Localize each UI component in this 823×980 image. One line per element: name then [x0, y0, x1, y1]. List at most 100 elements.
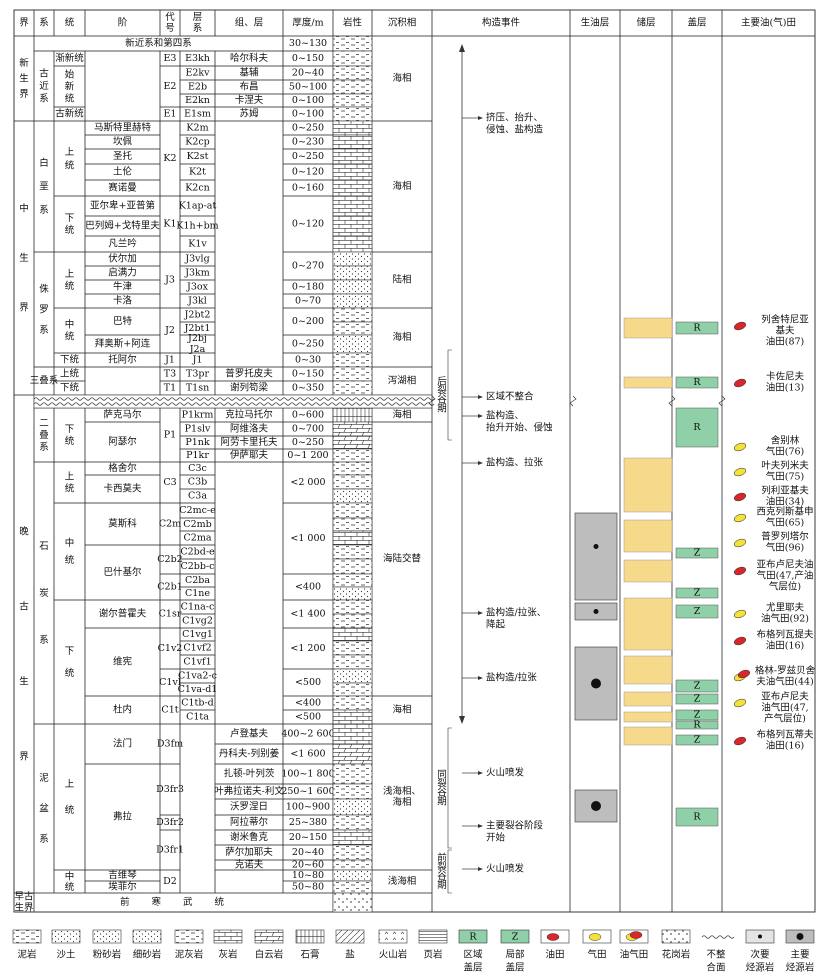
- lithology: [332, 50, 373, 67]
- legend-label: 合面: [706, 962, 725, 974]
- legend-label: 盖层: [463, 962, 482, 974]
- event-label: 侵蚀、盐构造: [486, 124, 544, 136]
- reservoir: [623, 519, 673, 553]
- facies-cell: 海相: [392, 409, 411, 421]
- lithology: [332, 215, 373, 237]
- source-rock-dot: [591, 678, 601, 689]
- lithology: [332, 321, 373, 336]
- legend-swatch: [335, 929, 365, 944]
- layer-cell: T3pr: [186, 369, 209, 380]
- stage-cell: 土伦: [113, 166, 133, 178]
- lithology: [332, 474, 373, 490]
- field-label: 油田(16): [766, 640, 805, 652]
- base-unit: 前寒武统: [120, 896, 246, 908]
- lithology: [332, 120, 373, 136]
- thickness-cell: 0~200: [292, 316, 324, 327]
- legend-mark: R: [469, 932, 477, 943]
- thickness-cell: 0~1 200: [287, 450, 328, 461]
- lithology: [332, 829, 373, 846]
- facies-cell: 陆相: [392, 274, 411, 286]
- lithology: [332, 179, 373, 197]
- code-cell: E2: [164, 81, 177, 92]
- lithology: [332, 448, 373, 463]
- thickness-cell: 100~900: [286, 802, 330, 813]
- layer-cell: C2ma: [184, 533, 212, 544]
- legend-swatch: [458, 929, 488, 944]
- table-cell: [13, 394, 35, 894]
- legend-label: 白云岩: [255, 949, 284, 961]
- unconformity-line: [33, 397, 435, 401]
- thickness-cell: 0~250: [292, 437, 324, 448]
- legend-dot: [796, 933, 804, 940]
- layer-cell: C1tb-d: [181, 698, 214, 709]
- lithology: [332, 599, 373, 615]
- cap-rock: [675, 807, 719, 827]
- series-cell: 下统: [65, 645, 75, 678]
- field-label: 油气田(92): [761, 613, 809, 625]
- code-cell: C3: [163, 477, 176, 488]
- lithology: [332, 65, 373, 81]
- layer-cell: P1nk: [185, 437, 210, 448]
- cap-rock-label: Z: [694, 735, 701, 746]
- legend-swatch: [661, 929, 691, 944]
- lithology: [332, 814, 373, 831]
- field-label: 布格列瓦提夫: [756, 629, 814, 641]
- header-cell: 盖层: [687, 17, 706, 29]
- layer-cell: C3b: [188, 477, 207, 488]
- field-icon: [737, 669, 751, 679]
- thickness-cell: 0~120: [292, 219, 324, 230]
- series-cell: 中统: [65, 536, 75, 565]
- formation-cell: 阿劳卡里托夫: [220, 436, 278, 448]
- thickness-cell: 0~120: [292, 167, 324, 178]
- lithology: [332, 892, 373, 913]
- legend-swatch: [92, 929, 122, 944]
- stage-cell: 托阿尔: [108, 354, 137, 366]
- break-mark: [428, 395, 436, 407]
- arrow-head: [478, 116, 483, 120]
- thickness-cell: <400: [295, 582, 321, 593]
- field-label: 卡佐尼夫: [766, 371, 805, 383]
- layer-cell: C1ne: [185, 588, 210, 599]
- layer-cell: K2cp: [185, 137, 210, 148]
- layer-cell: C3c: [188, 463, 207, 474]
- lithology: [332, 334, 373, 354]
- header-cell: 阶: [118, 17, 128, 29]
- field-label: 列利亚基夫: [761, 485, 809, 497]
- formation-cell: 沃罗涅日: [230, 801, 268, 813]
- formation-cell: 普罗托皮夫: [225, 368, 273, 380]
- field-label: 气田(76): [766, 446, 805, 458]
- field-label: 气田(65): [766, 517, 805, 529]
- break-mark: [668, 395, 676, 407]
- lithology: [332, 407, 373, 423]
- code-cell: D2: [163, 876, 177, 887]
- field-icon: [733, 636, 747, 646]
- thickness-cell: <500: [295, 712, 321, 723]
- formation-cell: 萨尔加耶夫: [225, 846, 273, 858]
- field-label: 布格列瓦蒂夫: [756, 729, 814, 741]
- lithology: [332, 435, 373, 450]
- layer-cell: C1ta: [186, 712, 209, 723]
- facies-cell: 海相: [392, 796, 411, 808]
- era-cell: 晚古生界: [19, 526, 29, 762]
- formation-cell: 克诺夫: [235, 859, 264, 871]
- reservoir: [623, 376, 673, 389]
- layer-cell: K2st: [187, 151, 209, 162]
- table-cell: [53, 502, 86, 601]
- phase-label: 前裂谷期: [437, 852, 447, 891]
- legend-label: 油田: [545, 949, 564, 961]
- legend-swatch: [254, 929, 284, 944]
- code-cell: C2b1: [157, 582, 182, 593]
- facies-cell: 海陆交替: [383, 553, 422, 565]
- cap-rock-label: R: [693, 812, 701, 823]
- facies-cell: 海相: [392, 704, 411, 716]
- legend-swatch: [132, 929, 162, 944]
- code-cell: C1sr: [159, 609, 182, 620]
- lithology: [332, 279, 373, 295]
- stage-cell: 谢尔普霍夫: [99, 608, 147, 620]
- layer-cell: E2kv: [185, 68, 210, 79]
- header-cell: 层: [193, 12, 203, 23]
- formation-cell: 布昌: [239, 81, 258, 93]
- layer-cell: J3kl: [187, 296, 207, 307]
- thickness-cell: <1 600: [290, 749, 325, 760]
- arrow-head: [478, 461, 483, 465]
